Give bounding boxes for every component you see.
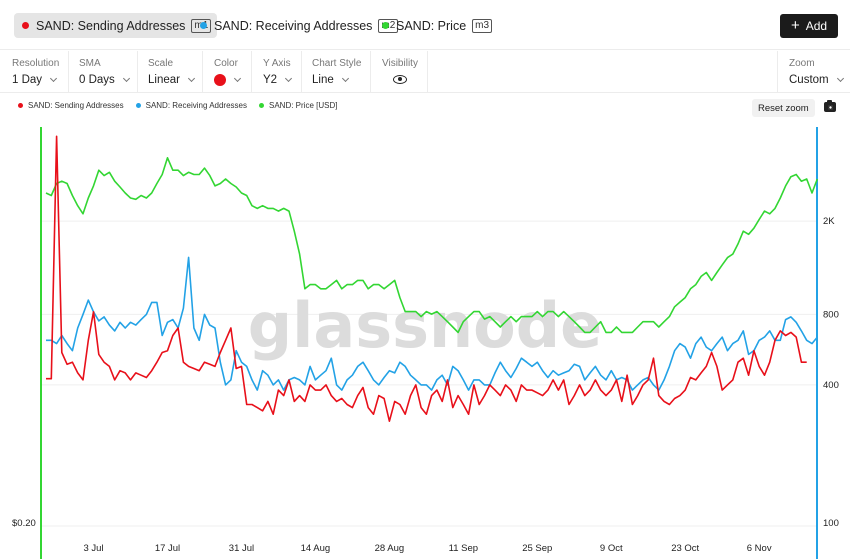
eye-icon <box>393 75 407 84</box>
legend-dot <box>18 103 23 108</box>
metric-tab-label: SAND: Price <box>396 18 467 33</box>
resolution-label: Resolution <box>12 58 60 69</box>
scale-value: Linear <box>148 74 180 86</box>
legend-item-receiving[interactable]: SAND: Receiving Addresses <box>135 101 247 110</box>
metric-key-badge: m3 <box>472 18 493 33</box>
legend-dot <box>135 103 141 108</box>
x-tick-7: 9 Oct <box>600 543 623 554</box>
metrics-bar: SAND: Sending Addresses m1 SAND: Receivi… <box>0 0 850 50</box>
metric-tab-label: SAND: Sending Addresses <box>36 18 186 33</box>
sma-label: SMA <box>79 58 101 69</box>
camera-icon[interactable] <box>824 100 836 112</box>
y-tick-labels: 100 400 800 2K $0.20 <box>12 216 839 529</box>
zoom-label: Zoom <box>789 58 815 69</box>
watermark: glassnode <box>248 289 602 362</box>
scale-label: Scale <box>148 58 174 69</box>
metric-tab-label: SAND: Receiving Addresses <box>214 18 373 33</box>
metric-tab-receiving-addresses[interactable]: SAND: Receiving Addresses m2 <box>192 13 404 38</box>
series-group <box>45 135 819 423</box>
chevron-down-icon <box>187 74 196 83</box>
x-tick-5: 11 Sep <box>449 543 478 554</box>
y-axis-value: Y2 <box>263 74 278 86</box>
resolution-dropdown[interactable]: Resolution 1 Day <box>12 51 68 93</box>
add-metric-button[interactable]: + Add <box>780 14 838 38</box>
y-right-tick-0: 100 <box>823 518 839 529</box>
chevron-down-icon <box>836 74 844 83</box>
resolution-value: 1 Day <box>12 74 43 86</box>
reset-zoom-button[interactable]: Reset zoom <box>752 99 815 117</box>
x-tick-4: 28 Aug <box>375 543 405 554</box>
y-left-tick-0: $0.20 <box>12 518 36 529</box>
legend-item-price[interactable]: SAND: Price [USD] <box>259 101 337 110</box>
color-swatch <box>214 74 226 86</box>
metric-tab-sending-addresses[interactable]: SAND: Sending Addresses m1 <box>14 13 218 38</box>
chevron-down-icon <box>233 74 242 83</box>
x-tick-1: 17 Jul <box>155 543 180 554</box>
sma-value: 0 Days <box>79 74 115 86</box>
chart-style-dropdown[interactable]: Chart Style Line <box>312 51 368 93</box>
chevron-down-icon <box>285 74 293 83</box>
x-tick-2: 31 Jul <box>229 543 254 554</box>
chevron-down-icon <box>341 74 349 83</box>
sma-dropdown[interactable]: SMA 0 Days <box>79 51 137 93</box>
visibility-label: Visibility <box>382 58 418 69</box>
x-tick-labels: 3 Jul 17 Jul 31 Jul 14 Aug 28 Aug 11 Sep 25 Se… <box>84 543 772 554</box>
color-picker[interactable]: Color <box>214 51 250 93</box>
series-line-0 <box>46 135 807 423</box>
x-tick-0: 3 Jul <box>84 543 104 554</box>
add-button-label: Add <box>805 19 828 33</box>
x-tick-8: 23 Oct <box>671 543 699 554</box>
zoom-dropdown[interactable]: Zoom Custom <box>789 51 845 93</box>
metric-color-dot <box>200 22 207 29</box>
legend-label: SAND: Price [USD] <box>269 101 338 110</box>
scale-dropdown[interactable]: Scale Linear <box>148 51 200 93</box>
chart-legend: SAND: Sending Addresses SAND: Receiving … <box>18 101 337 110</box>
x-tick-6: 25 Sep <box>522 543 552 554</box>
metric-tab-price[interactable]: SAND: Price m3 <box>374 13 498 38</box>
y-right-tick-2: 800 <box>823 309 839 320</box>
chevron-down-icon <box>122 74 130 83</box>
legend-label: SAND: Receiving Addresses <box>145 101 247 110</box>
metric-color-dot <box>22 22 29 29</box>
series-line-2 <box>45 156 819 334</box>
legend-dot <box>259 103 264 108</box>
series-line-1 <box>46 256 818 391</box>
chart-settings-toolbar: Resolution 1 Day SMA 0 Days Scale Linear… <box>0 51 850 93</box>
chart-style-label: Chart Style <box>312 58 362 69</box>
y-axis-label: Y Axis <box>263 58 291 69</box>
y-right-tick-1: 400 <box>823 380 839 391</box>
zoom-value: Custom <box>789 74 829 86</box>
visibility-toggle[interactable]: Visibility <box>382 51 426 93</box>
chart-area[interactable]: glassnode 100 400 800 2K $0.20 3 Jul 17 Jul 31… <box>0 122 850 559</box>
x-tick-3: 14 Aug <box>301 543 331 554</box>
chart-style-value: Line <box>312 74 334 86</box>
y-right-tick-3: 2K <box>823 216 835 227</box>
y-axis-dropdown[interactable]: Y Axis Y2 <box>263 51 299 93</box>
color-label: Color <box>214 58 238 69</box>
legend-item-sending[interactable]: SAND: Sending Addresses <box>18 101 124 110</box>
chevron-down-icon <box>50 74 58 83</box>
legend-label: SAND: Sending Addresses <box>28 101 124 110</box>
plus-icon: + <box>790 17 800 34</box>
x-tick-9: 6 Nov <box>747 543 772 554</box>
metric-color-dot <box>382 22 389 29</box>
